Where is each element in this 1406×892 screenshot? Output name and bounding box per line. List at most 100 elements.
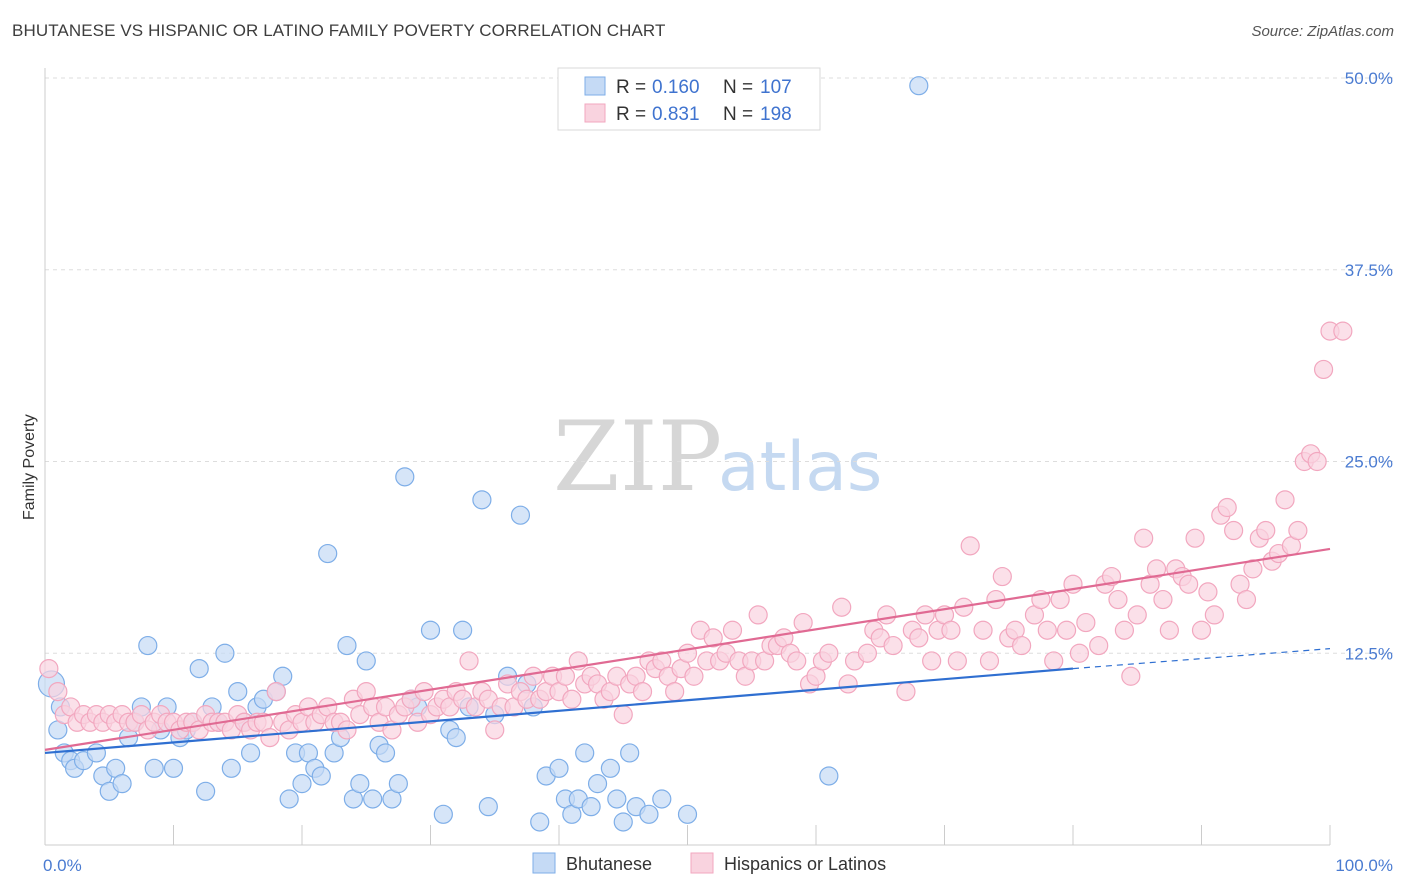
hispanic-point — [1037, 620, 1057, 640]
y-tick-label-2: 37.5% — [1345, 261, 1393, 280]
hispanic-point — [1127, 605, 1147, 625]
bottom-legend-swatch-hispanic — [690, 852, 714, 874]
y-tick-label-1: 25.0% — [1345, 453, 1393, 472]
hispanic-point — [1011, 635, 1032, 656]
bhutanese-point — [549, 758, 569, 778]
hispanic-point — [877, 605, 897, 625]
hispanic-point — [883, 635, 903, 656]
hispanic-point — [1108, 589, 1128, 610]
hispanic-point — [922, 651, 942, 671]
hispanic-point — [979, 651, 1000, 671]
hispanic-point — [1243, 559, 1263, 579]
bhutanese-point — [620, 743, 640, 763]
bhutanese-point — [639, 804, 659, 824]
hispanic-point — [703, 628, 723, 648]
hispanic-point — [1288, 520, 1308, 541]
bottom-legend-label-hispanic: Hispanics or Latinos — [724, 854, 886, 874]
bhutanese-point — [215, 643, 235, 663]
hispanic-point — [1217, 497, 1237, 518]
bhutanese-point — [311, 766, 331, 786]
bhutanese-trend-extension — [1072, 648, 1331, 670]
hispanic-point — [523, 666, 543, 686]
hispanic-point — [1121, 666, 1141, 686]
hispanic-point — [1179, 574, 1199, 594]
hispanic-point — [1185, 528, 1205, 548]
bhutanese-point — [510, 505, 531, 525]
hispanic-point — [1069, 643, 1090, 663]
hispanic-point — [838, 674, 858, 694]
hispanic-point — [562, 689, 582, 709]
bhutanese-point — [196, 781, 216, 801]
hispanic-points — [39, 321, 1353, 748]
hispanic-point — [857, 643, 878, 663]
watermark-atlas: atlas — [718, 428, 882, 507]
y-tick-label-0: 12.5% — [1345, 644, 1393, 663]
bhutanese-point — [144, 758, 164, 778]
hispanic-point — [1050, 589, 1070, 610]
hispanic-point — [909, 628, 929, 648]
x-tick-max: 100.0% — [1335, 856, 1393, 875]
hispanic-point — [960, 536, 980, 556]
legend-r-label-1: R = — [616, 77, 646, 98]
hispanic-point — [684, 666, 704, 686]
bhutanese-point — [420, 620, 441, 640]
hispanic-point — [613, 705, 633, 725]
hispanic-point — [1198, 582, 1218, 602]
bhutanese-point — [279, 789, 299, 809]
hispanic-point — [1114, 620, 1135, 640]
hispanic-point — [1224, 520, 1244, 541]
bhutanese-point — [587, 774, 608, 794]
hispanic-point — [973, 620, 993, 640]
bhutanese-point — [356, 651, 376, 671]
hispanic-point — [1307, 451, 1327, 472]
hispanic-point — [787, 651, 807, 671]
bottom-legend: Bhutanese Hispanics or Latinos — [532, 852, 886, 874]
hispanic-point — [832, 597, 852, 617]
hispanic-point — [632, 681, 653, 702]
trend-lines — [44, 547, 1331, 755]
bhutanese-point — [446, 728, 466, 748]
bottom-legend-label-bhutanese: Bhutanese — [566, 854, 652, 874]
bhutanese-point — [613, 812, 633, 832]
hispanic-point — [1146, 559, 1167, 579]
hispanic-point — [48, 681, 68, 702]
hispanic-point — [485, 720, 505, 740]
bhutanese-point — [292, 774, 312, 794]
bottom-legend-swatch-bhutanese — [532, 852, 556, 874]
watermark-zip: ZIP — [553, 401, 722, 513]
hispanic-point — [1275, 490, 1295, 510]
legend-n-value-2: 198 — [760, 104, 792, 125]
hispanic-point — [941, 620, 961, 640]
source-label: Source: ZipAtlas.com — [1251, 23, 1394, 40]
hispanic-point — [39, 658, 59, 679]
bhutanese-trend-line — [44, 667, 1074, 755]
bhutanese-point — [575, 743, 595, 763]
hispanic-point — [1204, 605, 1224, 625]
bhutanese-point — [472, 490, 492, 510]
bhutanese-point — [909, 76, 929, 96]
hispanic-point — [915, 605, 935, 625]
bhutanese-point — [652, 789, 672, 809]
bhutanese-point — [138, 635, 158, 656]
hispanic-point — [1256, 520, 1276, 541]
x-tick-min: 0.0% — [43, 856, 82, 875]
legend: R = 0.160 N = 107 R = 0.831 N = 198 — [557, 67, 821, 131]
hispanic-point — [260, 728, 280, 748]
hispanic-point — [337, 720, 357, 740]
bhutanese-point — [363, 789, 383, 809]
bhutanese-point — [228, 681, 248, 702]
chart-title: BHUTANESE VS HISPANIC OR LATINO FAMILY P… — [12, 21, 666, 40]
hispanic-trend-line — [44, 547, 1331, 751]
hispanic-point — [665, 681, 685, 702]
legend-n-label-1: N = — [723, 77, 753, 98]
hispanic-point — [1333, 321, 1353, 341]
bhutanese-point — [607, 789, 627, 809]
hispanic-point — [1076, 612, 1096, 633]
hispanic-point — [1056, 620, 1077, 640]
hispanic-point — [1101, 566, 1122, 587]
hispanic-point — [459, 651, 479, 671]
hispanic-point — [555, 666, 576, 686]
legend-n-label-2: N = — [723, 104, 753, 125]
y-tick-labels: 12.5% 25.0% 37.5% 50.0% — [1345, 69, 1393, 663]
hispanic-point — [1236, 589, 1257, 610]
